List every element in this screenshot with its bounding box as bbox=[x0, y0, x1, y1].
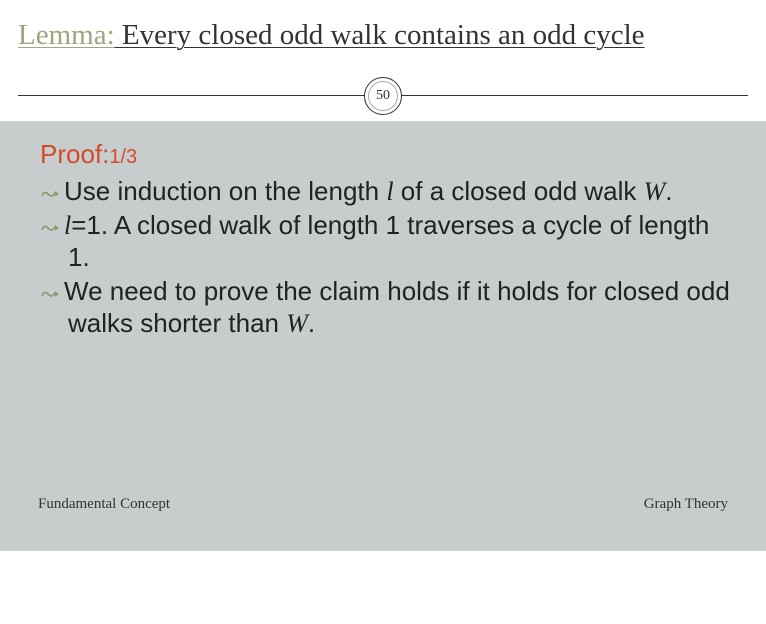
divider: 50 bbox=[0, 71, 766, 121]
bullet-ital: l bbox=[386, 177, 393, 206]
bullet-text: =1. A closed walk of length 1 traverses … bbox=[68, 210, 709, 272]
title-rest: Every closed odd walk contains an odd cy… bbox=[115, 19, 645, 51]
bullet-ital: W bbox=[286, 309, 308, 338]
list-item: l=1. A closed walk of length 1 traverses… bbox=[40, 210, 738, 274]
footer: Fundamental Concept Graph Theory bbox=[0, 496, 766, 513]
title-accent: Lemma: bbox=[18, 19, 115, 51]
bullet-text: . bbox=[665, 176, 672, 206]
list-item: Use induction on the length l of a close… bbox=[40, 176, 738, 208]
bullet-ital: W bbox=[644, 177, 666, 206]
page-number-badge: 50 bbox=[364, 77, 402, 115]
footer-left: Fundamental Concept bbox=[38, 496, 170, 513]
bullet-list: Use induction on the length l of a close… bbox=[28, 176, 738, 340]
page-number: 50 bbox=[368, 81, 398, 111]
bullet-text: . bbox=[308, 308, 315, 338]
slide-title: Lemma: Every closed odd walk contains an… bbox=[18, 18, 748, 53]
proof-label-text: Proof: bbox=[40, 139, 109, 169]
title-area: Lemma: Every closed odd walk contains an… bbox=[0, 0, 766, 63]
slide: Lemma: Every closed odd walk contains an… bbox=[0, 0, 766, 624]
bullet-text: We need to prove the claim holds if it h… bbox=[64, 276, 730, 338]
content-area: Proof:1/3 Use induction on the length l … bbox=[0, 121, 766, 551]
bullet-icon bbox=[40, 214, 62, 240]
footer-right: Graph Theory bbox=[644, 496, 728, 513]
proof-fraction: 1/3 bbox=[109, 146, 137, 168]
bullet-icon bbox=[40, 280, 62, 306]
bullet-icon bbox=[40, 180, 62, 206]
proof-heading: Proof:1/3 bbox=[40, 139, 738, 170]
bullet-text: Use induction on the length bbox=[64, 176, 386, 206]
bullet-text: of a closed odd walk bbox=[394, 176, 644, 206]
list-item: We need to prove the claim holds if it h… bbox=[40, 276, 738, 340]
